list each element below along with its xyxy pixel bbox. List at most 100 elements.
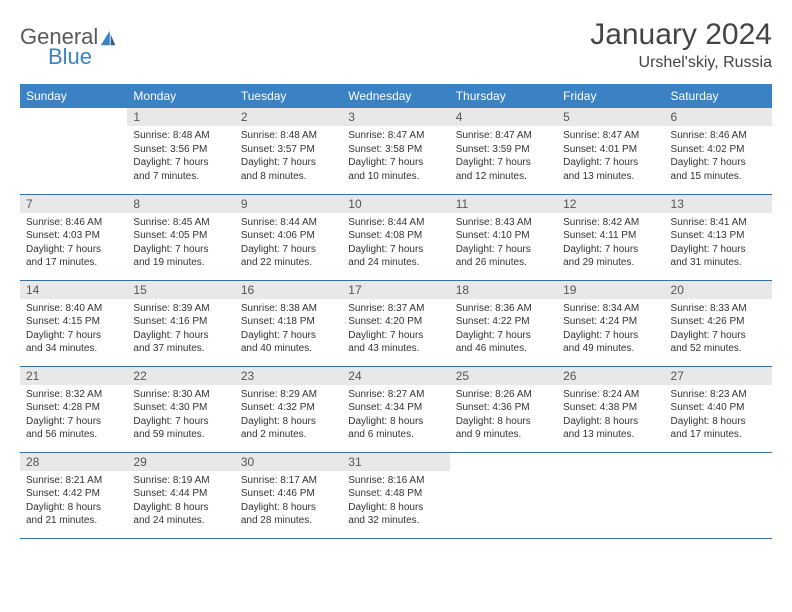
header: GeneralBlue January 2024 Urshel'skiy, Ru… (20, 18, 772, 72)
calendar-body: .1Sunrise: 8:48 AMSunset: 3:56 PMDayligh… (20, 108, 772, 538)
calendar-day-cell: 11Sunrise: 8:43 AMSunset: 4:10 PMDayligh… (450, 194, 557, 280)
day-details: Sunrise: 8:23 AMSunset: 4:40 PMDaylight:… (665, 385, 772, 446)
day-details: Sunrise: 8:48 AMSunset: 3:56 PMDaylight:… (127, 126, 234, 187)
calendar-day-cell: 24Sunrise: 8:27 AMSunset: 4:34 PMDayligh… (342, 366, 449, 452)
calendar-week-row: 7Sunrise: 8:46 AMSunset: 4:03 PMDaylight… (20, 194, 772, 280)
day-number: 24 (342, 367, 449, 385)
day-number: 17 (342, 281, 449, 299)
calendar-day-cell: 16Sunrise: 8:38 AMSunset: 4:18 PMDayligh… (235, 280, 342, 366)
calendar-day-cell: 26Sunrise: 8:24 AMSunset: 4:38 PMDayligh… (557, 366, 664, 452)
calendar-day-cell: 27Sunrise: 8:23 AMSunset: 4:40 PMDayligh… (665, 366, 772, 452)
day-number: 7 (20, 195, 127, 213)
calendar-day-cell: 29Sunrise: 8:19 AMSunset: 4:44 PMDayligh… (127, 452, 234, 538)
calendar-day-cell: 18Sunrise: 8:36 AMSunset: 4:22 PMDayligh… (450, 280, 557, 366)
day-details: Sunrise: 8:24 AMSunset: 4:38 PMDaylight:… (557, 385, 664, 446)
weekday-header: Friday (557, 84, 664, 108)
calendar-week-row: .1Sunrise: 8:48 AMSunset: 3:56 PMDayligh… (20, 108, 772, 194)
day-number: 20 (665, 281, 772, 299)
calendar-day-cell: 19Sunrise: 8:34 AMSunset: 4:24 PMDayligh… (557, 280, 664, 366)
calendar-week-row: 14Sunrise: 8:40 AMSunset: 4:15 PMDayligh… (20, 280, 772, 366)
day-details: Sunrise: 8:48 AMSunset: 3:57 PMDaylight:… (235, 126, 342, 187)
day-details: Sunrise: 8:40 AMSunset: 4:15 PMDaylight:… (20, 299, 127, 360)
calendar-day-cell: 4Sunrise: 8:47 AMSunset: 3:59 PMDaylight… (450, 108, 557, 194)
day-details: Sunrise: 8:32 AMSunset: 4:28 PMDaylight:… (20, 385, 127, 446)
day-details: Sunrise: 8:30 AMSunset: 4:30 PMDaylight:… (127, 385, 234, 446)
day-number: 26 (557, 367, 664, 385)
calendar-day-cell: 6Sunrise: 8:46 AMSunset: 4:02 PMDaylight… (665, 108, 772, 194)
day-details: Sunrise: 8:21 AMSunset: 4:42 PMDaylight:… (20, 471, 127, 532)
day-details: Sunrise: 8:17 AMSunset: 4:46 PMDaylight:… (235, 471, 342, 532)
calendar-header-row: SundayMondayTuesdayWednesdayThursdayFrid… (20, 84, 772, 108)
day-number: 8 (127, 195, 234, 213)
day-details: Sunrise: 8:36 AMSunset: 4:22 PMDaylight:… (450, 299, 557, 360)
calendar-day-cell: 20Sunrise: 8:33 AMSunset: 4:26 PMDayligh… (665, 280, 772, 366)
day-number: 3 (342, 108, 449, 126)
day-number: 22 (127, 367, 234, 385)
day-number: 21 (20, 367, 127, 385)
day-number: 11 (450, 195, 557, 213)
day-details: Sunrise: 8:46 AMSunset: 4:02 PMDaylight:… (665, 126, 772, 187)
calendar-day-cell: 5Sunrise: 8:47 AMSunset: 4:01 PMDaylight… (557, 108, 664, 194)
day-details: Sunrise: 8:43 AMSunset: 4:10 PMDaylight:… (450, 213, 557, 274)
calendar-day-cell: 17Sunrise: 8:37 AMSunset: 4:20 PMDayligh… (342, 280, 449, 366)
day-details: Sunrise: 8:42 AMSunset: 4:11 PMDaylight:… (557, 213, 664, 274)
calendar-day-cell: 22Sunrise: 8:30 AMSunset: 4:30 PMDayligh… (127, 366, 234, 452)
day-details: Sunrise: 8:45 AMSunset: 4:05 PMDaylight:… (127, 213, 234, 274)
calendar-day-cell: 31Sunrise: 8:16 AMSunset: 4:48 PMDayligh… (342, 452, 449, 538)
calendar-day-cell: 15Sunrise: 8:39 AMSunset: 4:16 PMDayligh… (127, 280, 234, 366)
day-number: 19 (557, 281, 664, 299)
location: Urshel'skiy, Russia (590, 54, 772, 72)
day-details: Sunrise: 8:34 AMSunset: 4:24 PMDaylight:… (557, 299, 664, 360)
day-details: Sunrise: 8:44 AMSunset: 4:06 PMDaylight:… (235, 213, 342, 274)
day-details: Sunrise: 8:44 AMSunset: 4:08 PMDaylight:… (342, 213, 449, 274)
weekday-header: Monday (127, 84, 234, 108)
day-details: Sunrise: 8:41 AMSunset: 4:13 PMDaylight:… (665, 213, 772, 274)
month-title: January 2024 (590, 18, 772, 52)
weekday-header: Tuesday (235, 84, 342, 108)
calendar-day-cell: 3Sunrise: 8:47 AMSunset: 3:58 PMDaylight… (342, 108, 449, 194)
day-number: 2 (235, 108, 342, 126)
day-number: 29 (127, 453, 234, 471)
weekday-header: Wednesday (342, 84, 449, 108)
calendar-day-cell: . (557, 452, 664, 538)
day-details: Sunrise: 8:29 AMSunset: 4:32 PMDaylight:… (235, 385, 342, 446)
day-number: 13 (665, 195, 772, 213)
calendar-day-cell: 13Sunrise: 8:41 AMSunset: 4:13 PMDayligh… (665, 194, 772, 280)
day-number: 10 (342, 195, 449, 213)
calendar-week-row: 21Sunrise: 8:32 AMSunset: 4:28 PMDayligh… (20, 366, 772, 452)
day-number: 18 (450, 281, 557, 299)
weekday-header: Thursday (450, 84, 557, 108)
logo-sail-icon (99, 29, 117, 47)
day-number: 23 (235, 367, 342, 385)
calendar-day-cell: . (665, 452, 772, 538)
calendar-table: SundayMondayTuesdayWednesdayThursdayFrid… (20, 84, 772, 539)
day-number: 16 (235, 281, 342, 299)
day-details: Sunrise: 8:38 AMSunset: 4:18 PMDaylight:… (235, 299, 342, 360)
day-number: 30 (235, 453, 342, 471)
calendar-day-cell: 10Sunrise: 8:44 AMSunset: 4:08 PMDayligh… (342, 194, 449, 280)
logo-text-blue: Blue (48, 44, 117, 70)
calendar-day-cell: 14Sunrise: 8:40 AMSunset: 4:15 PMDayligh… (20, 280, 127, 366)
weekday-header: Sunday (20, 84, 127, 108)
calendar-week-row: 28Sunrise: 8:21 AMSunset: 4:42 PMDayligh… (20, 452, 772, 538)
day-details: Sunrise: 8:37 AMSunset: 4:20 PMDaylight:… (342, 299, 449, 360)
day-number: 4 (450, 108, 557, 126)
calendar-day-cell: 2Sunrise: 8:48 AMSunset: 3:57 PMDaylight… (235, 108, 342, 194)
day-details: Sunrise: 8:33 AMSunset: 4:26 PMDaylight:… (665, 299, 772, 360)
day-number: 6 (665, 108, 772, 126)
day-number: 25 (450, 367, 557, 385)
day-details: Sunrise: 8:39 AMSunset: 4:16 PMDaylight:… (127, 299, 234, 360)
day-number: 28 (20, 453, 127, 471)
calendar-day-cell: . (450, 452, 557, 538)
logo: GeneralBlue (20, 18, 117, 70)
day-number: 1 (127, 108, 234, 126)
weekday-header: Saturday (665, 84, 772, 108)
day-details: Sunrise: 8:46 AMSunset: 4:03 PMDaylight:… (20, 213, 127, 274)
calendar-day-cell: 7Sunrise: 8:46 AMSunset: 4:03 PMDaylight… (20, 194, 127, 280)
day-number: 31 (342, 453, 449, 471)
day-details: Sunrise: 8:47 AMSunset: 3:58 PMDaylight:… (342, 126, 449, 187)
calendar-day-cell: 21Sunrise: 8:32 AMSunset: 4:28 PMDayligh… (20, 366, 127, 452)
calendar-day-cell: . (20, 108, 127, 194)
day-number: 15 (127, 281, 234, 299)
calendar-day-cell: 23Sunrise: 8:29 AMSunset: 4:32 PMDayligh… (235, 366, 342, 452)
